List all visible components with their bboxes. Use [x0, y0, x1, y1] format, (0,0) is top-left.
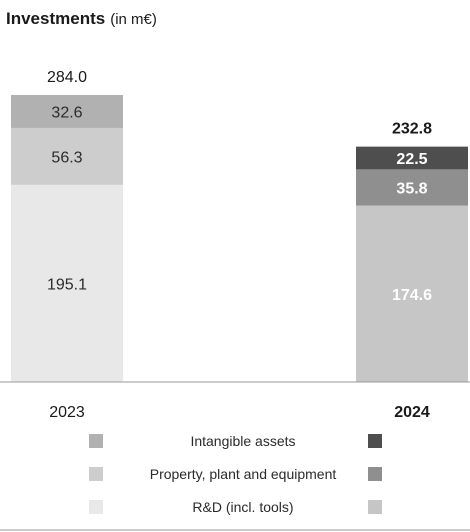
bar-value-label: 56.3 [51, 149, 82, 166]
bar-value-label: 195.1 [47, 276, 87, 293]
legend: Intangible assets Property, plant and equ… [89, 433, 382, 515]
legend-swatch-2023 [89, 434, 103, 448]
legend-swatch-2023 [89, 467, 103, 481]
chart-title-main: Investments [6, 9, 105, 28]
chart-title: Investments (in m€) [6, 9, 157, 28]
legend-label: Property, plant and equipment [150, 466, 337, 482]
category-label: 2023 [49, 404, 85, 421]
legend-swatch-2024 [368, 434, 382, 448]
category-label: 2024 [394, 404, 430, 421]
bar-segment-2024-1 [356, 169, 468, 206]
bar-segment-2023-1 [11, 127, 123, 185]
bar-total-label: 232.8 [392, 121, 432, 138]
legend-swatch-2024 [368, 467, 382, 481]
bar-total-label: 284.0 [47, 69, 87, 86]
legend-label: Intangible assets [190, 433, 295, 449]
bar-value-label: 22.5 [396, 151, 427, 168]
bar-value-label: 32.6 [51, 104, 82, 121]
bar-value-label: 35.8 [396, 180, 427, 197]
bar-value-label: 174.6 [392, 287, 432, 304]
bar-segment-2024-0 [356, 205, 468, 382]
legend-swatch-2024 [368, 500, 382, 514]
legend-label: R&D (incl. tools) [192, 499, 293, 515]
legend-swatch-2023 [89, 500, 103, 514]
chart-title-unit: (in m€) [110, 11, 157, 28]
bar-segment-2023-2 [11, 95, 123, 128]
bar-segment-2024-2 [356, 146, 468, 170]
bars-group: 195.1 56.3 32.6 284.0 2023 174.6 35.8 22.5 232.8… [11, 69, 468, 421]
bar-segment-2023-0 [11, 184, 123, 382]
